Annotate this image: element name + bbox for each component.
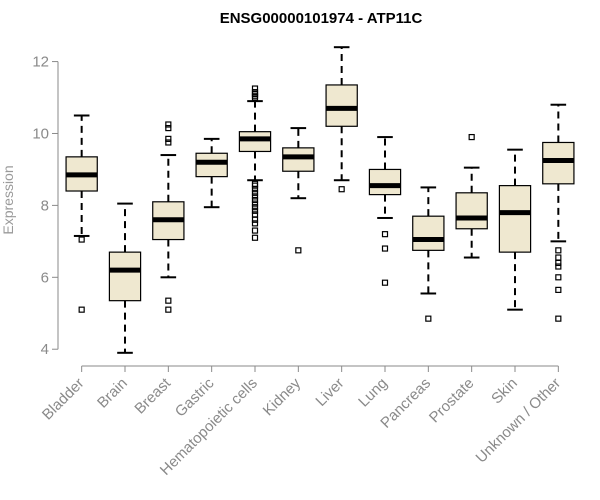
outlier-point (78, 236, 85, 243)
outlier-point (165, 306, 172, 313)
outlier-point (251, 89, 259, 96)
box-gastric (195, 137, 228, 209)
iqr-box (108, 251, 142, 302)
outlier-point (251, 216, 259, 223)
box-lung (368, 136, 402, 286)
outlier-point (251, 92, 259, 99)
outlier-point (381, 231, 389, 238)
iqr-box (498, 185, 532, 253)
x-tick-label: Bladder (39, 375, 88, 424)
iqr-box (325, 84, 358, 127)
outlier-point (251, 189, 259, 196)
box-unknown-other (542, 103, 575, 322)
box-skin (498, 148, 532, 311)
outlier-point (165, 135, 172, 142)
iqr-box (238, 131, 272, 153)
outlier-point (555, 263, 562, 270)
box-brain (108, 202, 142, 354)
x-tick-label: Liver (312, 375, 347, 410)
x-tick-label: Kidney (260, 374, 305, 419)
outlier-point (251, 204, 259, 211)
box-prostate (455, 133, 488, 259)
outlier-point (165, 121, 172, 128)
outlier-point (468, 133, 475, 141)
outlier-point (251, 196, 259, 204)
outlier-point (295, 247, 302, 254)
outlier-point (425, 315, 432, 322)
x-tick-label: Brain (94, 375, 131, 412)
outlier-point (381, 245, 389, 252)
box-hematopoietic-cells (238, 85, 272, 241)
outlier-point (555, 254, 562, 261)
outlier-point (251, 186, 259, 193)
x-tick-label: Skin (488, 375, 521, 408)
outlier-point (251, 90, 259, 98)
outlier-point (381, 279, 389, 286)
box-series (65, 46, 575, 354)
outlier-point (165, 139, 172, 146)
outlier-point (251, 94, 259, 101)
outlier-point (251, 193, 259, 200)
outlier-point (251, 234, 259, 241)
outlier-point (555, 247, 562, 254)
y-tick-label: 6 (41, 269, 49, 286)
outlier-point (555, 274, 562, 281)
y-tick-label: 12 (32, 54, 49, 71)
outlier-point (251, 200, 259, 207)
outlier-point (251, 220, 259, 227)
outlier-point (555, 259, 562, 267)
iqr-box (195, 152, 228, 178)
x-tick-label: Breast (131, 374, 174, 417)
box-kidney (282, 127, 315, 254)
box-breast (152, 121, 185, 313)
x-tick-label: Lung (355, 375, 391, 411)
outlier-point (251, 227, 259, 234)
outlier-point (338, 186, 345, 193)
outlier-point (251, 182, 259, 189)
outlier-point (78, 306, 85, 313)
box-pancreas (412, 186, 445, 322)
outlier-point (251, 207, 259, 214)
outlier-point (251, 85, 259, 92)
outlier-point (251, 211, 259, 218)
outlier-point (165, 297, 172, 304)
outlier-point (555, 315, 562, 322)
box-bladder (65, 114, 98, 313)
y-tick-label: 10 (32, 125, 49, 142)
iqr-box (412, 215, 445, 251)
iqr-box (368, 168, 402, 196)
iqr-box (282, 147, 315, 172)
y-tick-label: 8 (41, 197, 49, 214)
x-tick-label: Prostate (426, 375, 478, 427)
iqr-box (455, 192, 488, 230)
box-liver (325, 46, 358, 193)
y-axis: 4 6 8 10 12 (32, 54, 59, 358)
outlier-point (165, 124, 172, 132)
iqr-box (542, 141, 575, 185)
y-tick-label: 4 (41, 341, 49, 358)
outlier-point (251, 180, 259, 187)
outlier-point (555, 286, 562, 293)
chart-title: ENSG00000101974 - ATP11C (220, 10, 423, 27)
y-axis-label: Expression (0, 165, 16, 234)
